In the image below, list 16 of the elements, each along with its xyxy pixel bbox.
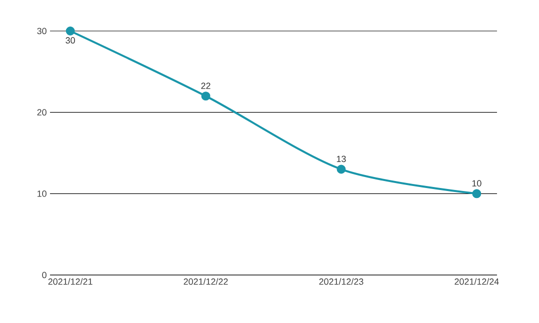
x-tick-label: 2021/12/24 (454, 278, 499, 285)
x-tick-label: 2021/12/23 (319, 278, 364, 285)
data-label: 10 (472, 180, 482, 186)
data-label: 13 (336, 156, 346, 162)
point (472, 189, 482, 198)
data-label: 22 (201, 82, 210, 89)
x-tick-label: 2021/12/22 (184, 278, 228, 285)
x-tick-label: 2021/12/21 (48, 278, 92, 285)
point (66, 26, 75, 36)
y-tick-label: 30 (37, 28, 46, 34)
y-tick-label: 10 (38, 190, 46, 197)
point (201, 92, 210, 101)
y-tick-label: 20 (37, 109, 46, 116)
data-label: 30 (66, 37, 75, 44)
point (336, 164, 346, 174)
y-tick-label: 0 (42, 272, 46, 278)
